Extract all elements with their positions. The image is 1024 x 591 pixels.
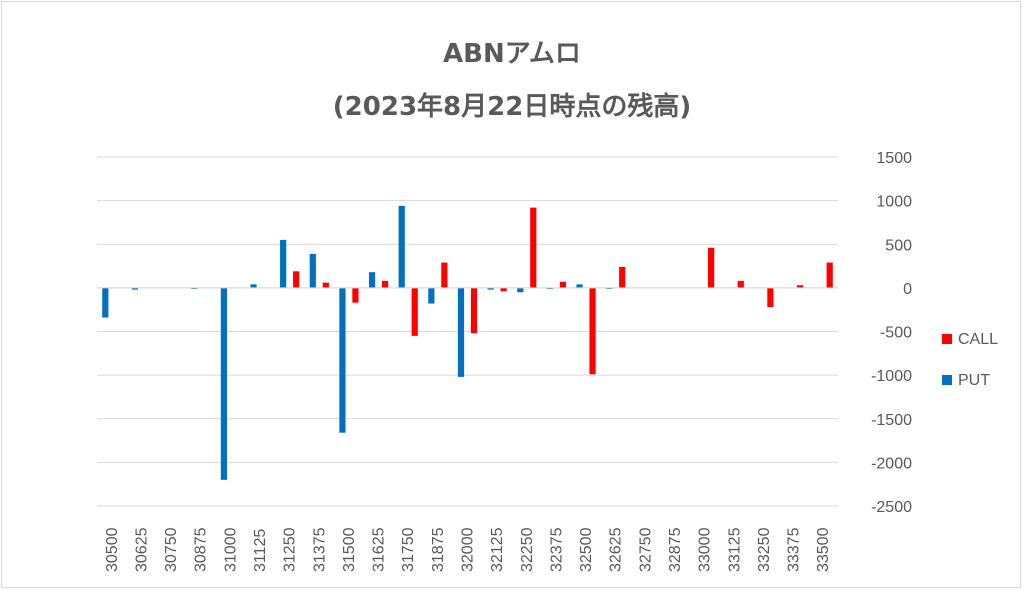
put-bar: [220, 287, 227, 480]
x-tick-label: 31125: [252, 529, 269, 572]
x-tick-label: 32500: [578, 527, 595, 572]
put-bar: [576, 284, 583, 288]
x-tick-label: 31375: [311, 527, 328, 572]
put-bar: [102, 287, 109, 318]
y-tick-label: -1500: [871, 412, 912, 429]
chart-subtitle: (2023年8月22日時点の残高): [332, 92, 692, 122]
call-bar: [411, 287, 418, 336]
legend-label-put: PUT: [958, 372, 990, 389]
put-bar: [428, 287, 435, 304]
put-bar: [517, 287, 524, 293]
y-tick-label: 1000: [876, 194, 912, 211]
x-tick-label: 32250: [519, 527, 536, 572]
put-bar: [457, 287, 465, 377]
x-tick-label: 30875: [193, 527, 210, 572]
put-bar: [368, 272, 376, 288]
y-tick-label: 500: [885, 237, 912, 254]
x-tick-label: 33500: [815, 527, 832, 572]
y-tick-label: 1500: [876, 150, 912, 167]
put-bar: [487, 287, 494, 290]
y-tick-label: -2000: [871, 455, 912, 472]
call-bar: [767, 287, 774, 308]
x-tick-label: 31750: [400, 527, 417, 572]
call-bar: [737, 280, 744, 288]
call-bar: [470, 287, 478, 334]
x-tick-label: 32625: [608, 527, 625, 572]
call-bar: [381, 280, 389, 288]
put-bar: [280, 239, 287, 288]
put-bar: [250, 284, 257, 288]
x-tick-label: 33125: [726, 527, 743, 572]
legend-swatch-call: [942, 334, 952, 344]
x-tick-label: 30625: [133, 527, 150, 572]
call-bar: [441, 262, 448, 288]
call-bar: [352, 287, 359, 303]
call-bar: [589, 287, 596, 375]
call-bar: [293, 271, 300, 288]
y-tick-label: -2500: [871, 499, 912, 516]
x-tick-label: 31000: [222, 527, 239, 572]
legend-swatch-put: [942, 375, 952, 385]
y-tick-label: -1000: [871, 368, 912, 385]
x-tick-label: 32875: [667, 527, 684, 572]
call-bar: [708, 247, 715, 288]
call-bar: [826, 262, 833, 288]
x-tick-label: 33375: [786, 527, 803, 572]
legend-label-call: CALL: [958, 331, 998, 348]
x-tick-label: 32750: [637, 527, 654, 572]
x-tick-label: 33000: [697, 527, 714, 572]
put-bar: [309, 253, 316, 288]
x-tick-label: 31250: [282, 527, 299, 572]
y-tick-label: 0: [903, 281, 912, 298]
y-tick-label: -500: [880, 325, 912, 342]
x-tick-label: 32125: [489, 527, 506, 572]
call-bar: [796, 285, 804, 288]
x-tick-label: 32000: [460, 527, 477, 572]
x-tick-label: 30500: [104, 527, 121, 572]
call-bar: [500, 287, 507, 292]
x-tick-label: 30750: [163, 527, 180, 572]
x-tick-label: 33250: [756, 527, 773, 572]
x-tick-label: 31875: [430, 527, 447, 572]
x-tick-label: 32375: [548, 527, 565, 572]
call-bar: [619, 266, 626, 288]
put-bar: [339, 287, 346, 433]
x-tick-label: 31625: [371, 527, 388, 572]
chart-title: ABNアムロ: [443, 39, 581, 69]
call-bar: [322, 282, 329, 288]
put-bar: [398, 205, 405, 288]
call-bar: [530, 207, 537, 288]
put-bar: [131, 287, 139, 290]
call-bar: [559, 281, 567, 288]
x-tick-label: 31500: [341, 527, 358, 572]
